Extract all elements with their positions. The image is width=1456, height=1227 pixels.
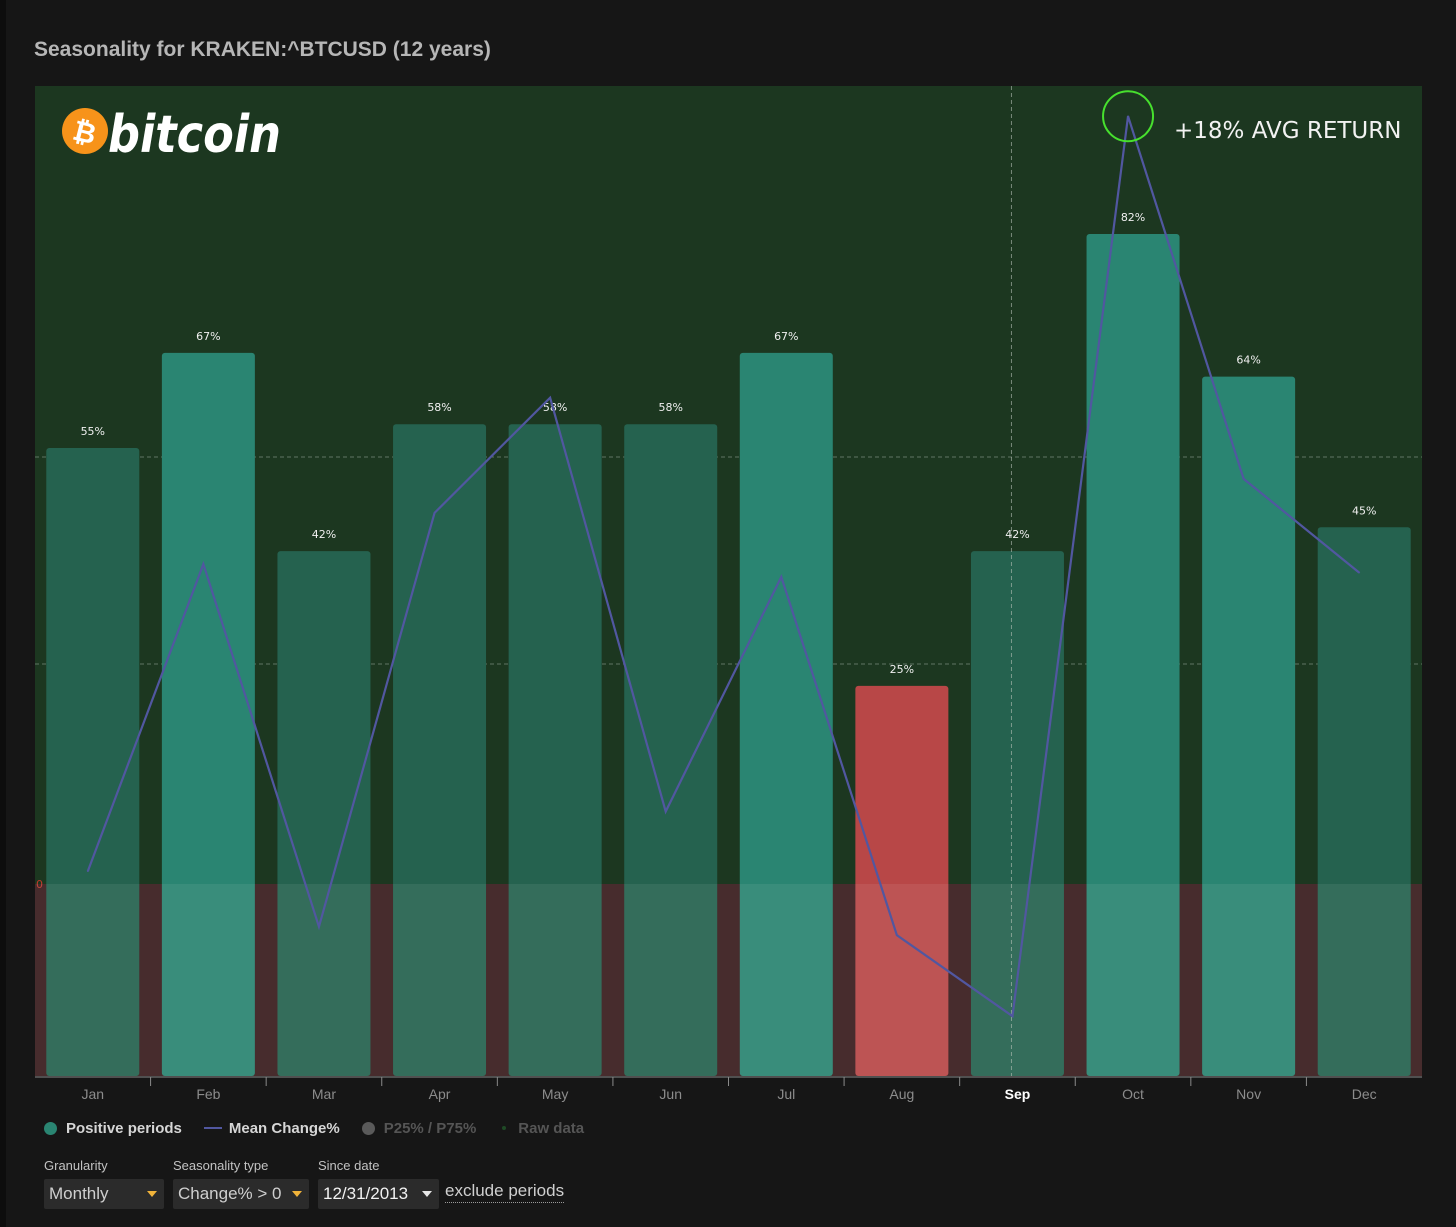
mean-point-feb [202,563,205,565]
x-tick-label-aug: Aug [889,1086,914,1102]
mean-change-line [86,115,1360,1019]
seasonality-type-select[interactable]: Change% > 0 [173,1179,309,1209]
mean-point-dec [1358,571,1361,574]
legend-label: Mean Change% [228,1119,340,1137]
mean-point-sep [1011,1015,1014,1018]
window-edge [0,0,6,1227]
mean-point-mar [318,925,320,928]
bar-jun [624,424,718,1076]
mean-point-jan [86,870,89,873]
mean-point-jul [780,576,783,578]
legend-line-icon [203,1127,222,1129]
data-label: 45% [1352,504,1376,517]
bar-jul [739,352,833,1076]
peak-highlight-circle [1102,90,1155,143]
plot-area-negative [35,884,1422,1076]
seasonality-type-control: Seasonality type Change% > 0 [173,1158,309,1209]
granularity-value: Monthly [49,1184,109,1203]
data-label: 58% [543,401,567,414]
x-tick-label-nov: Nov [1236,1086,1261,1102]
negative-region-overlay [35,884,1422,1076]
x-tick-label-feb: Feb [196,1086,220,1102]
legend-label: Positive periods [66,1119,182,1137]
x-tick-label-jul: Jul [777,1086,795,1102]
since-date-picker[interactable]: 12/31/2013 [318,1179,439,1209]
mean-point-aug [896,934,898,936]
bar-mar [277,551,371,1076]
legend-mean-change[interactable]: Mean Change% [203,1119,340,1137]
legend-label: P25% / P75% [383,1119,477,1137]
data-label: 58% [427,401,451,414]
data-label: 67% [774,330,798,343]
data-label: 42% [312,528,336,541]
granularity-select[interactable]: Monthly [44,1179,164,1209]
data-label: 42% [1005,528,1029,541]
x-tick-label-mar: Mar [312,1086,336,1102]
legend-label: Raw data [518,1119,585,1137]
plot-area-positive [35,86,1422,884]
bitcoin-logo-icon [62,108,108,154]
mean-point-apr [433,512,436,514]
legend-raw-data[interactable]: Raw data [498,1120,584,1137]
bar-aug [855,685,949,1076]
data-label: 82% [1121,211,1145,224]
chevron-down-icon [292,1191,302,1197]
bar-jan [46,448,140,1076]
since-date-control: Since date 12/31/2013 [318,1158,439,1209]
mean-point-may [549,396,551,399]
chart-title: Seasonality for KRAKEN:^BTCUSD (12 years… [34,38,491,61]
x-tick-label-jan: Jan [82,1086,105,1102]
legend-dot-icon [361,1121,375,1135]
seasonality-type-label: Seasonality type [173,1158,269,1173]
avg-return-annotation: +18% AVG RETURN [1174,118,1401,144]
zero-label: 0 [36,878,43,891]
data-label: 67% [196,330,220,343]
chart-legend: Positive periods Mean Change% P25% / P75… [44,1116,606,1140]
data-label: 58% [658,401,682,414]
bar-nov [1202,376,1296,1076]
bitcoin-logo-text: bitcoin [108,105,281,165]
granularity-control: Granularity Monthly [44,1158,164,1209]
granularity-label: Granularity [44,1158,108,1173]
chevron-down-icon [147,1191,157,1197]
legend-positive-periods[interactable]: Positive periods [44,1120,182,1137]
chevron-down-icon [422,1191,432,1197]
x-tick-label-oct: Oct [1122,1086,1144,1102]
mean-point-nov [1242,477,1245,480]
mean-point-oct [1127,115,1129,118]
seasonality-chart[interactable]: 0 55% 67% 42% 58% 58% 58% 67% 25% 42% 82% 64% 45% +18… [0,0,1456,1110]
exclude-periods-link[interactable]: exclude periods [445,1181,565,1203]
seasonality-type-value: Change% > 0 [178,1184,282,1203]
x-tick-label-may: May [542,1086,568,1102]
data-label: 55% [81,425,105,438]
data-label: 25% [890,663,914,676]
legend-small-dot-icon [502,1126,507,1130]
x-tick-label-dec: Dec [1352,1086,1377,1102]
mean-point-jun [664,810,667,813]
chart-controls: Granularity Monthly Seasonality type Cha… [44,1158,565,1209]
x-tick-label-jun: Jun [659,1086,682,1102]
bar-sep [970,551,1064,1076]
bar-oct [1086,234,1180,1076]
legend-dot-icon [44,1121,57,1135]
bar-feb [161,352,255,1076]
bar-apr [393,424,487,1076]
bar-dec [1317,527,1411,1076]
x-tick-label-apr: Apr [429,1086,451,1102]
x-tick-label-sep: Sep [1005,1086,1031,1102]
legend-percentiles[interactable]: P25% / P75% [361,1119,477,1137]
data-label: 64% [1236,354,1260,367]
bar-may [508,424,602,1076]
since-date-value: 12/31/2013 [323,1184,409,1203]
since-date-label: Since date [318,1158,380,1173]
